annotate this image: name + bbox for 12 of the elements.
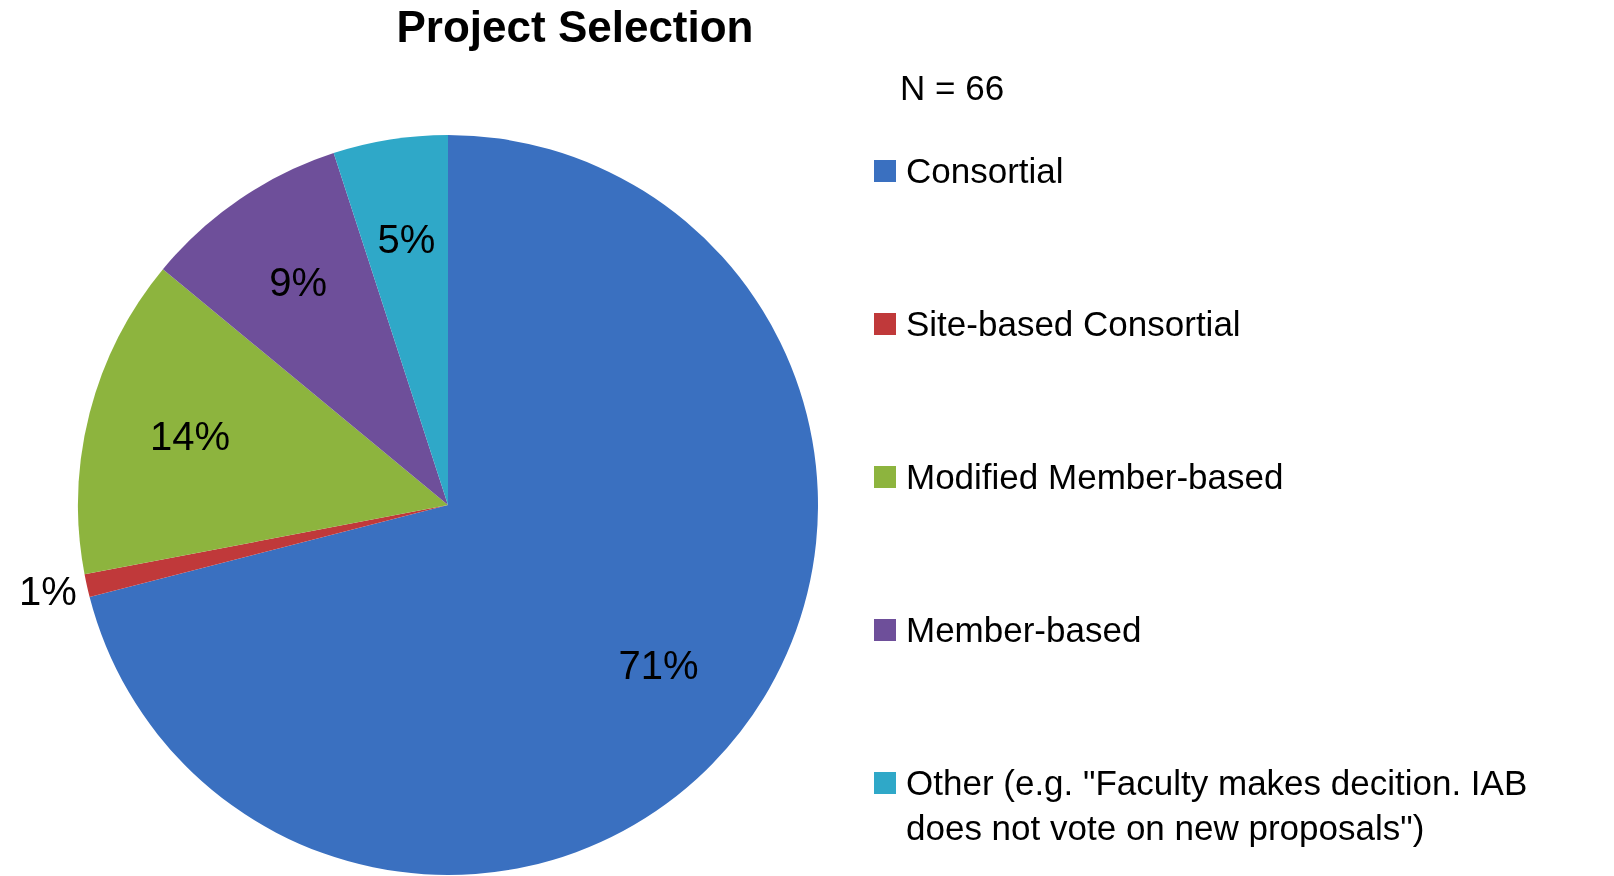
legend-label: Site-based Consortial	[906, 303, 1241, 345]
data-label: 71%	[618, 643, 699, 688]
chart-title: Project Selection	[395, 2, 755, 52]
legend-label: Modified Member-based	[906, 456, 1284, 498]
data-label: 5%	[377, 216, 436, 261]
legend-title: N = 66	[900, 68, 1006, 108]
data-label: 9%	[269, 259, 328, 304]
data-label: 1%	[18, 569, 77, 614]
legend-label: Member-based	[906, 609, 1142, 651]
legend-label: Consortial	[906, 150, 1064, 192]
data-label: 14%	[149, 413, 230, 458]
legend-label: Other (e.g. "Faculty makes decition. IAB does not vote on new proposals")	[906, 762, 1529, 849]
